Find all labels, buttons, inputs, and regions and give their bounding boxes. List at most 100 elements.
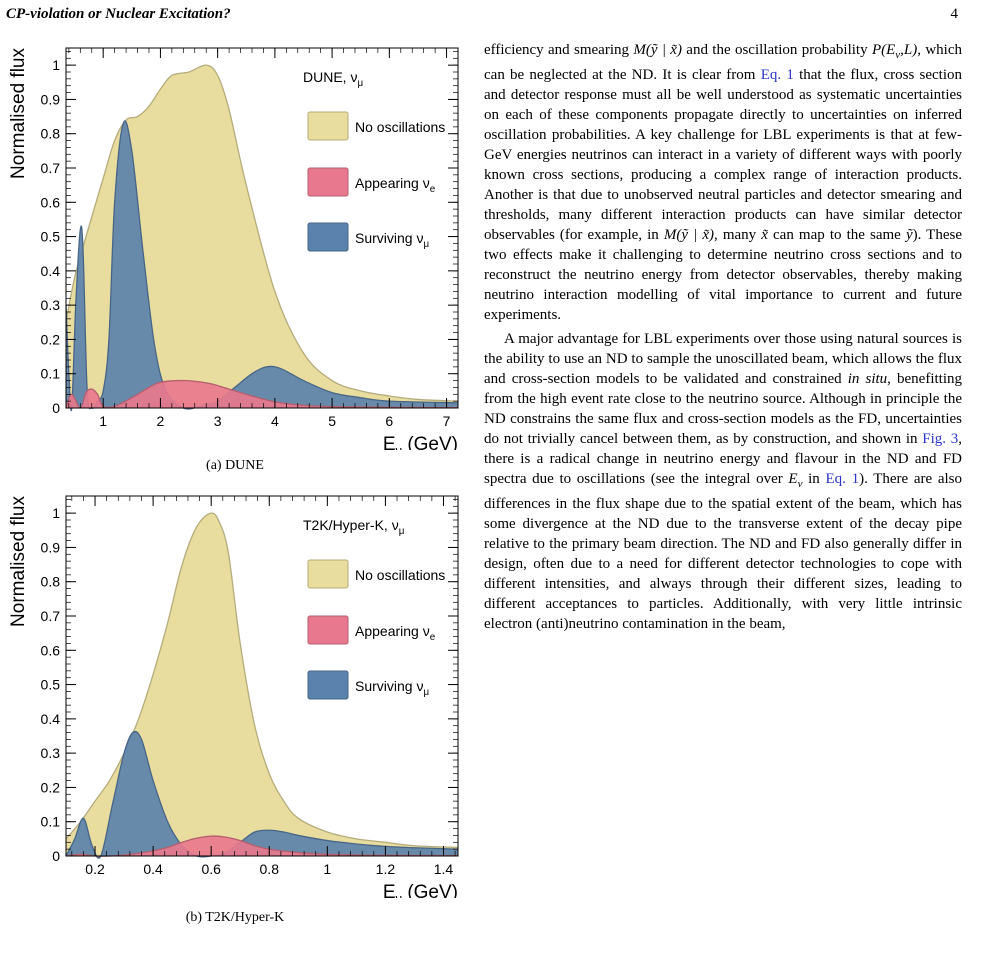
text-run: can map to the same bbox=[767, 227, 906, 243]
legend-swatch bbox=[307, 670, 349, 700]
y-tick-label: 0.2 bbox=[41, 779, 61, 795]
legend-swatch bbox=[307, 167, 349, 197]
body-text: efficiency and smearing M(ỹ | x̃) and th… bbox=[484, 40, 962, 634]
x-tick-label: 2 bbox=[157, 413, 165, 429]
x-axis-label: Eν (GeV) bbox=[383, 434, 458, 450]
y-tick-label: 0.4 bbox=[41, 263, 61, 279]
series-line bbox=[65, 120, 459, 412]
y-tick-label: 0.3 bbox=[41, 745, 61, 761]
x-tick-label: 0.4 bbox=[143, 861, 163, 877]
text-run: in bbox=[802, 471, 826, 487]
x-tick-label: 1 bbox=[323, 861, 331, 877]
x-tick-label: 1.2 bbox=[376, 861, 396, 877]
series-area bbox=[66, 380, 458, 409]
y-tick-label: 0.6 bbox=[41, 194, 61, 210]
math-text: E bbox=[788, 471, 798, 487]
cross-reference-link[interactable]: Eq. 1 bbox=[760, 67, 794, 83]
text-run: and the oscillation probability bbox=[681, 42, 872, 58]
text-run: A major advantage for LBL experiments ov… bbox=[484, 331, 962, 387]
legend-label: Surviving νμ bbox=[355, 230, 429, 250]
legend-label: Surviving νμ bbox=[355, 678, 429, 698]
y-tick-label: 0.5 bbox=[41, 677, 61, 693]
paragraph: A major advantage for LBL experiments ov… bbox=[484, 329, 962, 634]
y-tick-label: 0 bbox=[52, 848, 60, 864]
y-tick-label: 0.7 bbox=[41, 608, 61, 624]
t2k-flux-chart: 0 0.1 0.2 0.3 0.4 0.5 0.6 0.7 0.8 0.9 1 0.2 0.4 0.6 0.… bbox=[8, 495, 459, 898]
plot-frame bbox=[65, 47, 459, 409]
y-tick-label: 0 bbox=[52, 400, 60, 416]
text-run: , there is a radical change in neutrino … bbox=[484, 431, 963, 487]
cross-reference-link[interactable]: Fig. 3 bbox=[922, 431, 959, 447]
math-text: ν bbox=[895, 49, 901, 61]
math-text: M(ỹ | x̃) bbox=[663, 227, 714, 243]
y-tick-label: 0.1 bbox=[41, 814, 61, 830]
y-tick-label: 0.4 bbox=[41, 711, 61, 727]
math-text: M(ỹ | x̃) bbox=[633, 42, 682, 58]
text-run: that the flux, cross section and detecto… bbox=[484, 67, 963, 243]
figure-caption-t2k: (b) T2K/Hyper-K bbox=[185, 910, 285, 925]
text-run: efficiency and smearing bbox=[484, 42, 634, 58]
x-tick-label: 5 bbox=[328, 413, 336, 429]
math-text: x̃ bbox=[761, 227, 768, 243]
math-text: in situ bbox=[847, 371, 888, 387]
x-tick-label: 0.6 bbox=[201, 861, 221, 877]
x-tick-label: 0.8 bbox=[260, 861, 280, 877]
series-area bbox=[66, 836, 458, 857]
y-tick-label: 0.7 bbox=[41, 160, 61, 176]
math-text: ν bbox=[797, 478, 803, 490]
figure-dune: 0 0.1 0.2 0.3 0.4 0.5 0.6 0.7 0.8 0.9 1 1 2 3 4 5 6 7 Eν (… bbox=[0, 30, 470, 480]
series-line bbox=[65, 512, 459, 849]
y-tick-label: 0.3 bbox=[41, 297, 61, 313]
x-tick-label: 0.2 bbox=[85, 861, 105, 877]
text-run: , which can be neglected at the ND. It i… bbox=[484, 42, 962, 83]
math-text: P(E bbox=[871, 42, 896, 58]
y-tick-label: 0.6 bbox=[41, 642, 61, 658]
running-title: CP-violation or Nuclear Excitation? bbox=[6, 6, 231, 22]
series-area bbox=[66, 65, 458, 408]
text-run: ). There are also differences in the flu… bbox=[484, 471, 963, 632]
legend-swatch bbox=[307, 615, 349, 645]
y-tick-label: 0.8 bbox=[41, 574, 61, 590]
math-text: ỹ bbox=[905, 227, 913, 243]
legend-swatch bbox=[307, 222, 349, 252]
paragraph: efficiency and smearing M(ỹ | x̃) and th… bbox=[484, 40, 962, 325]
plot-frame bbox=[65, 495, 459, 857]
y-tick-label: 0.2 bbox=[41, 331, 61, 347]
math-text: ,L) bbox=[900, 42, 918, 58]
y-tick-label: 0.1 bbox=[41, 366, 61, 382]
x-tick-label: 6 bbox=[385, 413, 393, 429]
x-tick-label: 4 bbox=[271, 413, 279, 429]
chart-title: DUNE, νμ bbox=[303, 69, 363, 89]
x-tick-label: 1 bbox=[99, 413, 107, 429]
series-area bbox=[66, 513, 458, 856]
page-number: 4 bbox=[950, 6, 959, 22]
y-tick-label: 0.8 bbox=[41, 126, 61, 142]
y-tick-label: 0.5 bbox=[41, 229, 61, 245]
series-area bbox=[66, 731, 458, 859]
y-tick-label: 1 bbox=[52, 505, 60, 521]
figure-t2k: 0 0.1 0.2 0.3 0.4 0.5 0.6 0.7 0.8 0.9 1 0.2 0.4 0.6 0.… bbox=[0, 478, 470, 938]
x-tick-label: 3 bbox=[214, 413, 222, 429]
text-run: ). These two effects make it challenging… bbox=[484, 227, 962, 323]
legend-swatch bbox=[307, 111, 349, 141]
legend-swatch bbox=[307, 559, 349, 589]
dune-flux-chart: 0 0.1 0.2 0.3 0.4 0.5 0.6 0.7 0.8 0.9 1 1 2 3 4 5 6 7 Eν (… bbox=[8, 47, 459, 450]
x-axis-label: Eν (GeV) bbox=[383, 882, 458, 898]
legend-label: No oscillations bbox=[355, 567, 445, 583]
y-tick-label: 0.9 bbox=[41, 91, 61, 107]
y-tick-label: 0.9 bbox=[41, 539, 61, 555]
series-line bbox=[65, 64, 459, 402]
x-tick-label: 1.4 bbox=[434, 861, 454, 877]
cross-reference-link[interactable]: Eq. 1 bbox=[825, 471, 860, 487]
y-axis-label: Normalised flux bbox=[8, 48, 29, 179]
figure-caption-dune: (a) DUNE bbox=[206, 458, 264, 473]
y-tick-label: 1 bbox=[52, 57, 60, 73]
x-tick-label: 7 bbox=[443, 413, 451, 429]
chart-title: T2K/Hyper-K, νμ bbox=[303, 517, 404, 537]
text-run: , many bbox=[714, 227, 762, 243]
text-run: , benefitting from the high event rate c… bbox=[484, 371, 963, 447]
y-axis-label: Normalised flux bbox=[8, 496, 29, 627]
legend-label: Appearing νe bbox=[355, 175, 436, 195]
legend-label: No oscillations bbox=[355, 119, 445, 135]
legend-label: Appearing νe bbox=[355, 623, 436, 643]
